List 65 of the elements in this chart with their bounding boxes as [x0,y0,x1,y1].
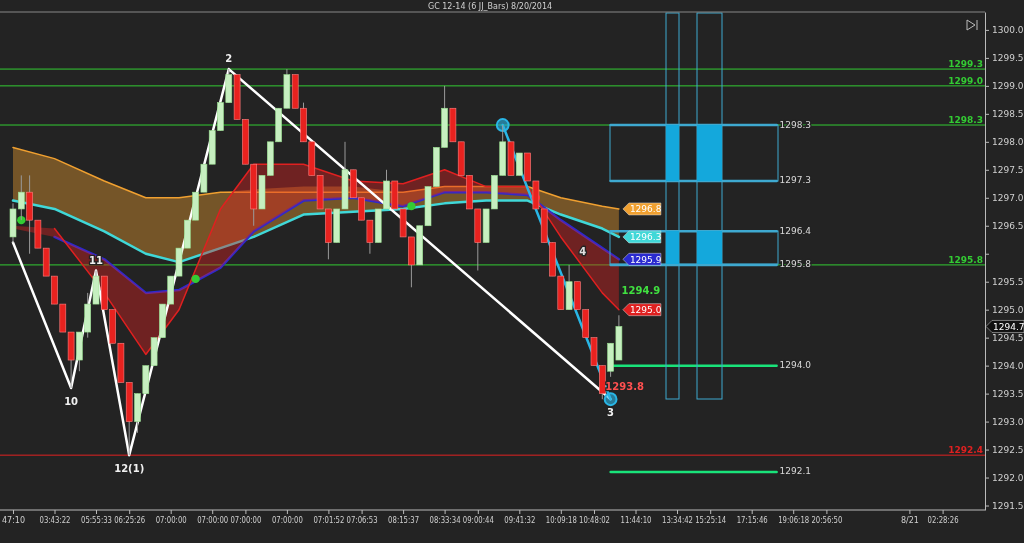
x-tick-label: 47:10 [1,515,26,525]
ref-line-label: 1299.3 [948,59,983,70]
y-tick-label: 1291.5 [992,500,1024,511]
y-tick-label: 1292.0 [992,472,1024,483]
data-label: 1296.3 [629,232,662,243]
y-tick-label: 1300.0 [992,25,1024,36]
annotation: 12(1) [114,463,145,475]
data-label: 1295.0 [629,305,662,316]
annotation: 3 [607,407,615,419]
point [17,215,26,225]
text: 4 [579,246,587,258]
data-label: 1294.0 [779,360,812,371]
candlestick [516,152,523,176]
y-tick-label: 1297.0 [992,193,1024,204]
y-tick-label: 1293.5 [992,388,1024,399]
point [407,201,416,211]
x-tick-label: 08:15:37 [388,515,425,525]
text: 1294.7 [993,321,1024,332]
x-tick-label: 10:48:02 [579,515,615,525]
data-label: 1295.9 [629,254,662,265]
x-tick-label: 07:00:00 [155,515,192,525]
y-tick-label: 1295.0 [992,305,1024,316]
data-label: 1295.8 [779,259,812,270]
y-tick-label: 1296.5 [992,221,1024,232]
x-tick-label: 17:15:46 [736,515,773,525]
data-label: 1297.3 [779,175,812,186]
x-tick-label: 09:41:32 [504,515,541,525]
chart-title: GC 12-14 (6 JJ_Bars) 8/20/2014 [427,2,553,11]
data-label: 1296.4 [779,225,812,236]
y-tick-label: 1297.5 [992,165,1024,176]
point [495,118,510,132]
y-tick-label: 1293.0 [992,416,1024,427]
y-tick-label: 1292.5 [992,444,1024,455]
ref-line-label: 1299.0 [948,75,983,86]
ref-line-label: 1298.3 [948,115,983,126]
data-label: 1292.1 [779,466,812,477]
x-tick-label: 07:00:00 [271,515,308,525]
y-tick-label: 1299.5 [992,53,1024,64]
y-tick-label: 1294.0 [992,361,1024,372]
x-tick-label: 03:43:22 [39,515,76,525]
annotation: 2 [225,53,233,65]
y-tick-label: 1295.5 [992,277,1024,288]
annotation: 11 [89,254,103,266]
x-tick-label: 09:00:44 [462,515,499,525]
y-tick-label: 1298.5 [992,109,1024,120]
x-tick-label: 02:28:26 [927,515,964,525]
text: 1293.8 [605,380,644,392]
x-tick-label: 07:06:53 [346,515,383,525]
x-tick-label: 11:44:10 [620,515,657,525]
y-tick-label: 1299.0 [992,81,1024,92]
point [191,274,200,284]
x-tick-label: 06:25:26 [114,515,151,525]
text: 1294.9 [621,285,661,297]
annotation: 10 [64,396,79,408]
ref-line-label: 1295.8 [948,254,983,265]
point [603,392,618,407]
data-label: 1298.3 [779,119,812,130]
x-tick-label: 07:00:00 [230,515,267,525]
x-tick-label: 15:25:14 [695,515,732,525]
ref-line-label: 1292.4 [948,445,983,456]
x-tick-label: 20:56:50 [811,515,848,525]
x-tick-label: 8/21 [900,515,919,525]
y-tick-label: 1294.5 [992,333,1024,344]
data-label: 1296.8 [629,204,662,215]
y-tick-label: 1298.0 [992,137,1024,148]
